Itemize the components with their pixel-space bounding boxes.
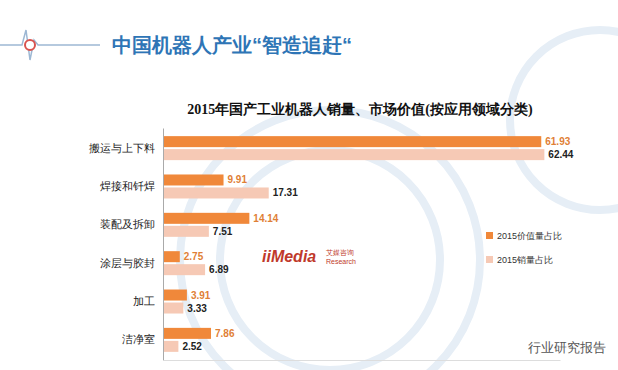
- logo: iiMedia 艾媒咨询Research: [262, 248, 356, 265]
- legend-swatch: [486, 232, 493, 239]
- data-label: 61.93: [545, 136, 570, 147]
- legend-item: 2015价值量占比: [486, 231, 562, 241]
- legend-label: 2015价值量占比: [497, 231, 562, 241]
- bg-circle: [510, 30, 618, 210]
- bar: [163, 149, 544, 160]
- y-tick: 搬运与上下料: [89, 142, 163, 154]
- x-axis-line: [164, 360, 561, 361]
- y-tick-label: 搬运与上下料: [89, 142, 155, 154]
- legend: 2015价值量占比 2015销量占比: [486, 231, 562, 265]
- data-label: 7.86: [215, 328, 235, 339]
- bg-circle: [220, 150, 440, 370]
- bar: [163, 136, 541, 147]
- y-tick-label: 装配及拆卸: [100, 218, 155, 230]
- bar: [163, 251, 180, 262]
- bar: [163, 187, 269, 198]
- bar: [163, 264, 205, 275]
- pulse-dot: [25, 40, 35, 50]
- y-tick-label: 焊接和钎焊: [100, 180, 155, 192]
- legend-swatch: [486, 256, 493, 263]
- data-label: 17.31: [273, 187, 298, 198]
- y-axis: 搬运与上下料焊接和钎焊装配及拆卸涂层与胶封加工洁净室: [89, 129, 164, 361]
- bar: [163, 328, 211, 339]
- y-tick-label: 加工: [133, 295, 155, 307]
- bar: [163, 174, 224, 185]
- chart: 中国机器人产业“智造追赶“ 2015年国产工业机器人销量、市场价值(按应用领域分类…: [0, 0, 618, 370]
- data-label: 9.91: [228, 174, 248, 185]
- y-tick-label: 涂层与胶封: [100, 257, 155, 269]
- legend-label: 2015销量占比: [497, 255, 553, 265]
- logo-main: iiMedia: [262, 248, 316, 265]
- bar: [163, 226, 209, 237]
- data-labels: 61.93 9.91 14.14 2.75 3.91 7.86 62.44 17.31 7.51…: [182, 136, 573, 352]
- bar: [163, 303, 183, 314]
- data-label: 3.33: [187, 303, 207, 314]
- pulse-line: [0, 30, 100, 60]
- decoration: [0, 30, 618, 370]
- y-tick: 洁净室: [122, 333, 163, 345]
- logo-cn: 艾媒咨询: [326, 249, 354, 257]
- bar: [163, 341, 178, 352]
- chart-title: 2015年国产工业机器人销量、市场价值(按应用领域分类): [187, 101, 533, 118]
- bar: [163, 290, 187, 301]
- y-tick: 焊接和钎焊: [100, 180, 163, 192]
- watermark: 行业研究报告: [528, 340, 606, 355]
- x-axis: [164, 360, 561, 361]
- data-label: 2.75: [184, 251, 204, 262]
- logo-sub: Research: [326, 258, 356, 265]
- bars: [163, 136, 544, 352]
- y-tick-label: 洁净室: [122, 333, 155, 345]
- legend-item: 2015销量占比: [486, 255, 553, 265]
- data-label: 3.91: [191, 290, 211, 301]
- header: 中国机器人产业“智造追赶“: [112, 34, 352, 56]
- data-label: 2.52: [182, 341, 202, 352]
- data-label: 62.44: [548, 149, 573, 160]
- y-axis-line: [163, 129, 164, 361]
- bar: [163, 213, 249, 224]
- y-tick: 装配及拆卸: [100, 218, 163, 230]
- y-tick: 涂层与胶封: [100, 257, 163, 269]
- bg-circle: [180, 110, 480, 370]
- data-label: 7.51: [213, 226, 233, 237]
- data-label: 6.89: [209, 264, 229, 275]
- y-tick: 加工: [133, 295, 163, 307]
- data-label: 14.14: [253, 213, 278, 224]
